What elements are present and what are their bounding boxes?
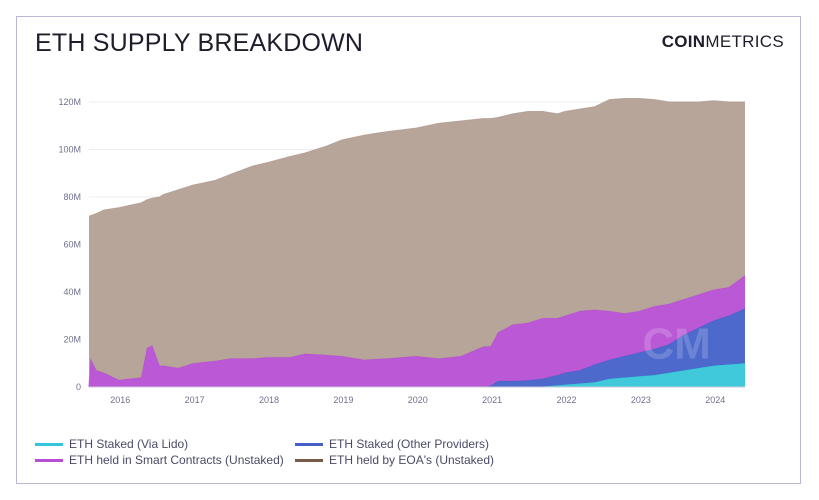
legend-label-smart-contracts: ETH held in Smart Contracts (Unstaked) xyxy=(69,453,284,467)
legend-swatch-smart-contracts xyxy=(35,458,63,462)
chart-card: ETH SUPPLY BREAKDOWN COINMETRICS CM 0 20M… xyxy=(16,16,801,484)
brand-logo: COINMETRICS xyxy=(662,32,784,52)
y-tick-label: 20M xyxy=(63,335,81,345)
legend-swatch-other-providers xyxy=(295,442,323,446)
legend-item-eoa: ETH held by EOA's (Unstaked) xyxy=(295,453,494,467)
y-tick-label: 40M xyxy=(63,287,81,297)
y-tick-label: 80M xyxy=(63,192,81,202)
area-eth-eoa-edge xyxy=(88,97,745,217)
watermark-logo: CM xyxy=(642,320,710,369)
legend-label-other-providers: ETH Staked (Other Providers) xyxy=(329,437,490,451)
x-tick-label: 2019 xyxy=(333,395,353,405)
y-tick-label: 0 xyxy=(76,382,81,392)
x-tick-label: 2017 xyxy=(185,395,205,405)
legend-label-eoa: ETH held by EOA's (Unstaked) xyxy=(329,453,495,467)
legend-swatch-eoa xyxy=(295,458,323,462)
legend-swatch-lido xyxy=(35,442,63,446)
x-tick-label: 2021 xyxy=(482,395,502,405)
x-tick-label: 2020 xyxy=(408,395,428,405)
y-tick-label: 100M xyxy=(58,145,81,155)
x-tick-label: 2022 xyxy=(556,395,576,405)
area-eth-eoa xyxy=(89,98,745,387)
area-eth-smart-contracts xyxy=(89,275,745,387)
x-tick-label: 2023 xyxy=(631,395,651,405)
y-tick-label: 60M xyxy=(63,240,81,250)
x-tick-label: 2016 xyxy=(110,395,130,405)
y-tick-label: 120M xyxy=(58,97,81,107)
brand-logo-bold: COIN xyxy=(661,32,706,51)
chart-plot: CM 0 20M 40M 60M 80M 100M 120M 2016 2017 2018 2019… xyxy=(58,97,746,405)
legend-item-smart-contracts: ETH held in Smart Contracts (Unstaked) xyxy=(35,453,284,467)
chart-title: ETH SUPPLY BREAKDOWN xyxy=(35,29,364,57)
x-tick-label: 2018 xyxy=(259,395,279,405)
area-eth-staked-lido xyxy=(89,363,745,387)
brand-logo-light: METRICS xyxy=(705,32,784,51)
legend-label-lido: ETH Staked (Via Lido) xyxy=(69,437,189,451)
legend-item-other-providers: ETH Staked (Other Providers) xyxy=(295,437,489,451)
x-tick-label: 2024 xyxy=(705,395,725,405)
legend-item-lido: ETH Staked (Via Lido) xyxy=(35,437,188,451)
